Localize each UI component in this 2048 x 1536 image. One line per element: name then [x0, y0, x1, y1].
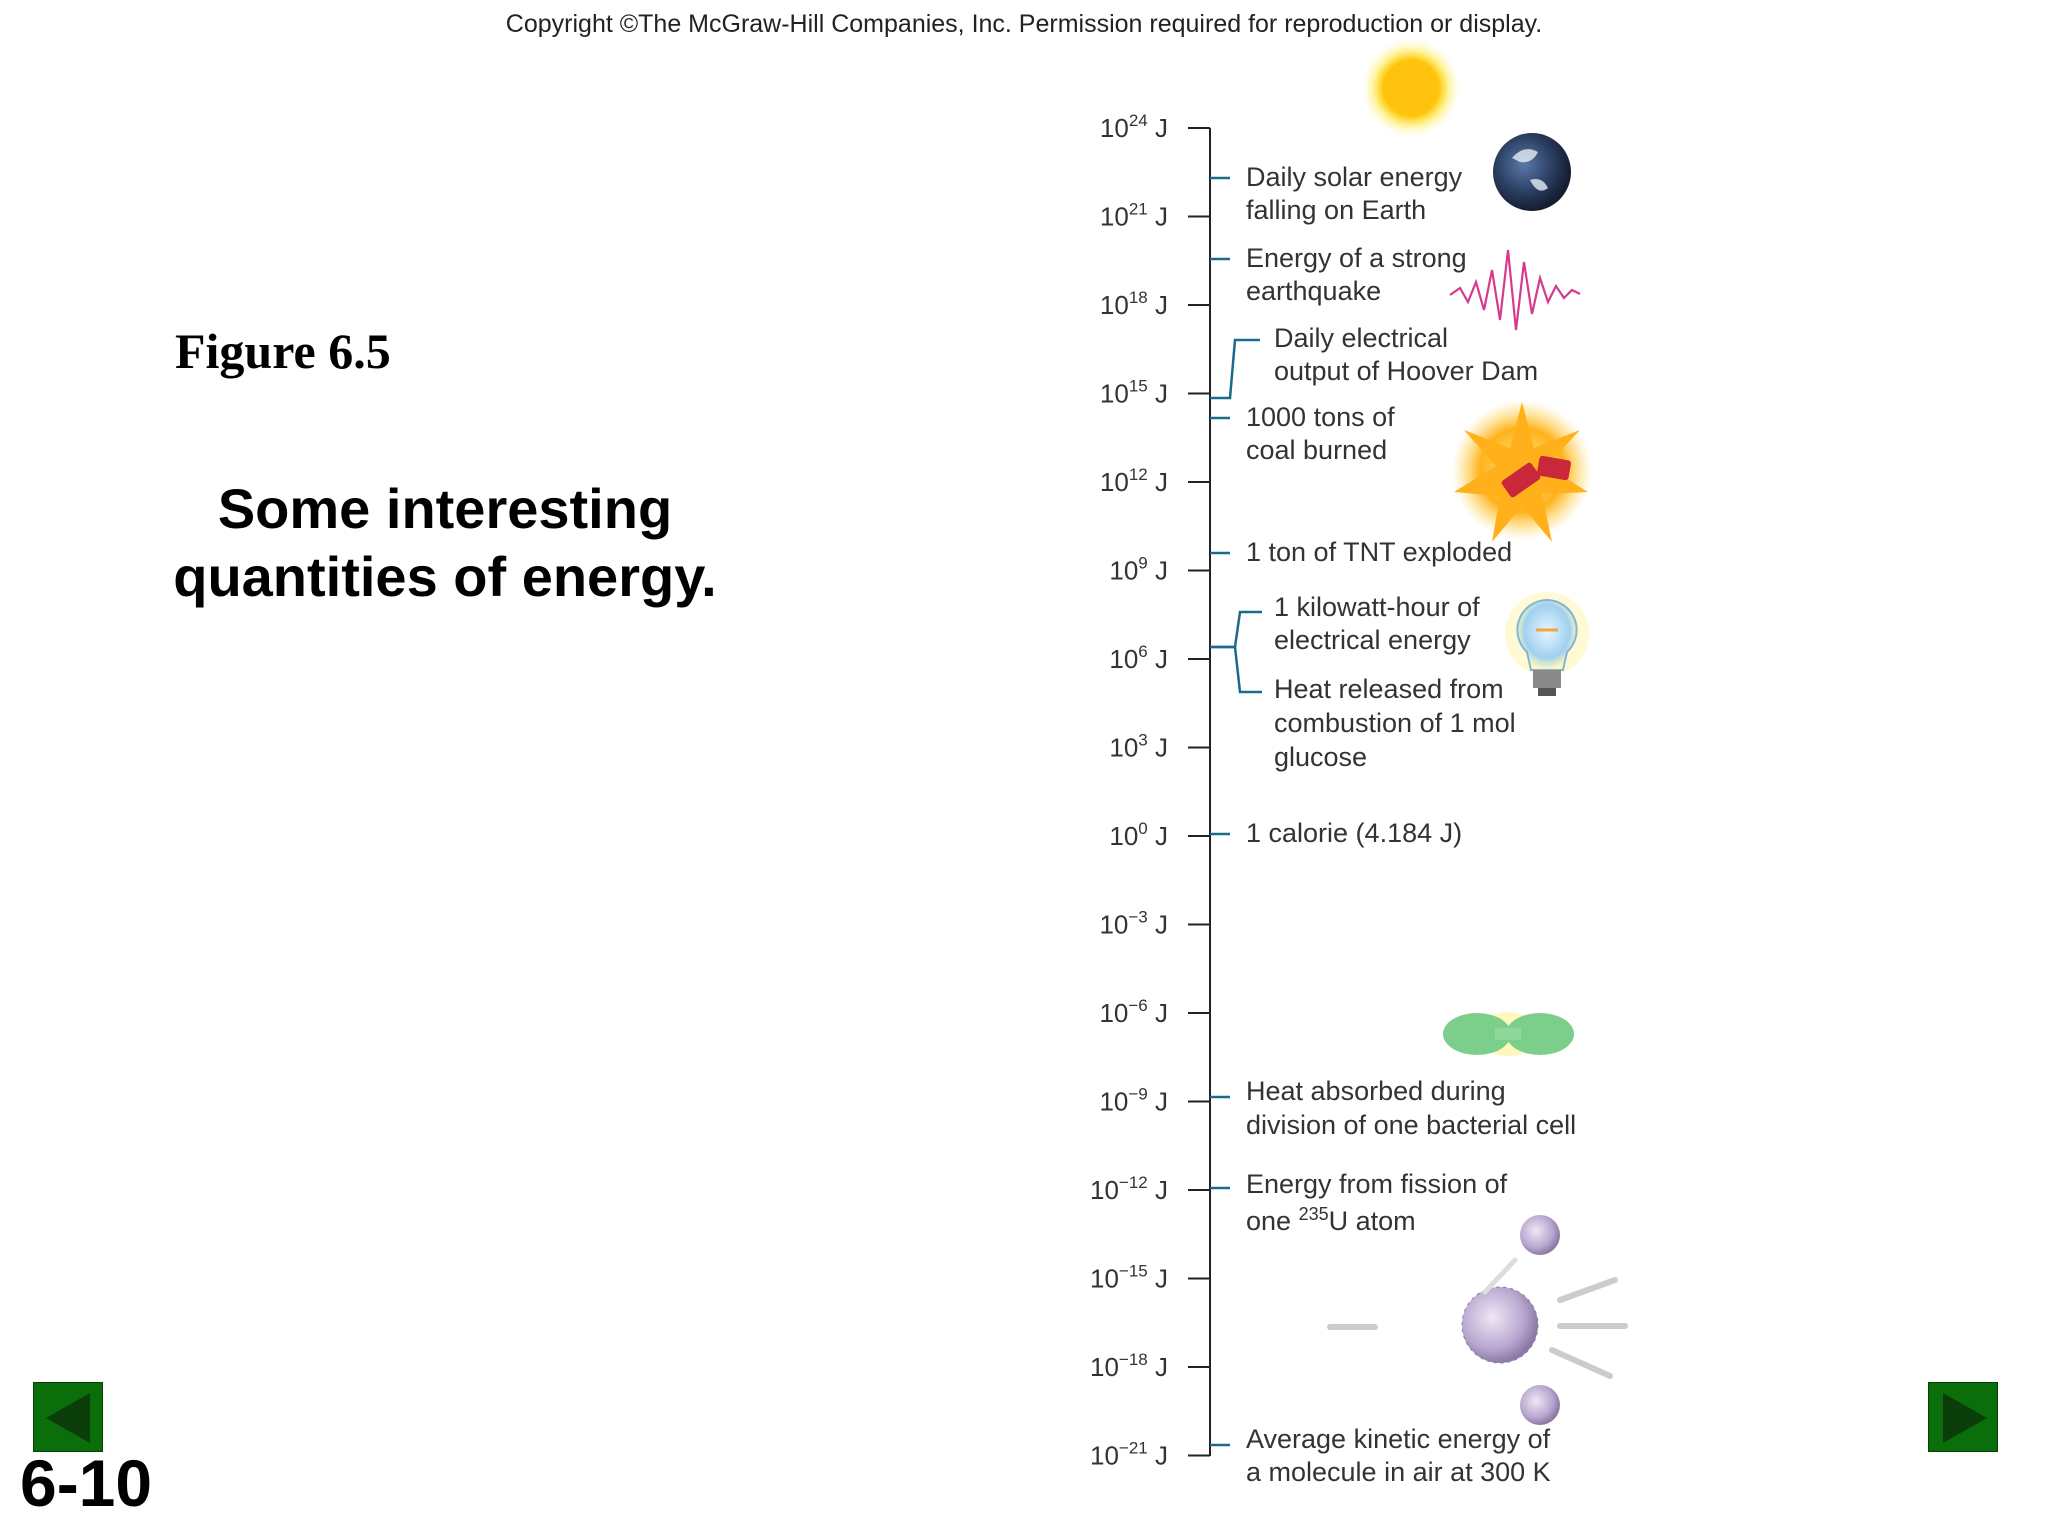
figure-caption: Some interesting quantities of energy. — [173, 477, 717, 608]
scale-tick-label: 103 J — [1109, 731, 1168, 763]
slide-number: 6-10 — [20, 1446, 153, 1520]
item-uranium-fission: Energy from fission of one 235U atom — [1246, 1169, 1515, 1236]
item-kilowatt-hour: 1 kilowatt-hour of electrical energy — [1274, 592, 1487, 655]
scale-ticks: 1024 J 1021 J 1018 J 1015 J 1012 J 109 J 106 J… — [1090, 111, 1210, 1471]
copyright-notice: Copyright ©The McGraw-Hill Companies, In… — [505, 10, 1543, 38]
scale-tick-label: 10−3 J — [1099, 908, 1168, 940]
dividing-bacterium-icon — [1443, 1012, 1574, 1056]
sun-icon — [1361, 38, 1461, 138]
scale-tick-label: 1021 J — [1100, 200, 1168, 232]
scale-tick-label: 1018 J — [1100, 288, 1168, 320]
item-ton-of-tnt: 1 ton of TNT exploded — [1246, 537, 1512, 567]
lightbulb-icon — [1505, 592, 1589, 696]
item-hoover-dam-output: Daily electrical output of Hoover Dam — [1274, 323, 1538, 386]
scale-tick-label: 10−15 J — [1090, 1262, 1168, 1294]
seismograph-wave-icon — [1449, 249, 1581, 331]
scale-tick-label: 10−21 J — [1090, 1439, 1168, 1471]
figure-label: Figure 6.5 — [175, 323, 391, 379]
scale-tick-label: 10−12 J — [1090, 1173, 1168, 1205]
scale-tick-label: 109 J — [1109, 554, 1168, 586]
scale-tick-label: 106 J — [1109, 642, 1168, 674]
next-slide-arrow-icon — [1943, 1393, 1987, 1443]
item-daily-solar-energy: Daily solar energy falling on Earth — [1246, 162, 1470, 225]
item-bacterial-cell-division: Heat absorbed during division of one bac… — [1246, 1076, 1576, 1140]
next-slide-button[interactable] — [1928, 1382, 1998, 1452]
item-glucose-combustion: Heat released from combustion of 1 mol g… — [1274, 674, 1523, 772]
previous-slide-arrow-icon — [46, 1393, 90, 1443]
scale-tick-label: 1024 J — [1100, 111, 1168, 143]
scale-tick-label: 1015 J — [1100, 377, 1168, 409]
scale-tick-label: 10−9 J — [1099, 1085, 1168, 1117]
energy-scale-diagram: 1024 J 1021 J 1018 J 1015 J 1012 J 109 J 106 J… — [1090, 38, 1628, 1487]
item-molecule-kinetic-energy: Average kinetic energy of a molecule in … — [1246, 1424, 1558, 1487]
scale-tick-label: 1012 J — [1100, 465, 1168, 497]
previous-slide-button[interactable] — [33, 1382, 103, 1452]
item-coal-burned: 1000 tons of coal burned — [1246, 402, 1402, 465]
item-strong-earthquake: Energy of a strong earthquake — [1246, 243, 1474, 306]
uranium-fission-icon — [1327, 1215, 1628, 1425]
scale-tick-label: 10−6 J — [1099, 996, 1168, 1028]
scale-tick-label: 100 J — [1109, 819, 1168, 851]
scale-tick-label: 10−18 J — [1090, 1350, 1168, 1382]
item-connectors — [1210, 176, 1262, 1447]
earth-icon — [1493, 133, 1571, 211]
explosion-dynamite-icon — [1452, 400, 1592, 542]
item-one-calorie: 1 calorie (4.184 J) — [1246, 818, 1462, 848]
